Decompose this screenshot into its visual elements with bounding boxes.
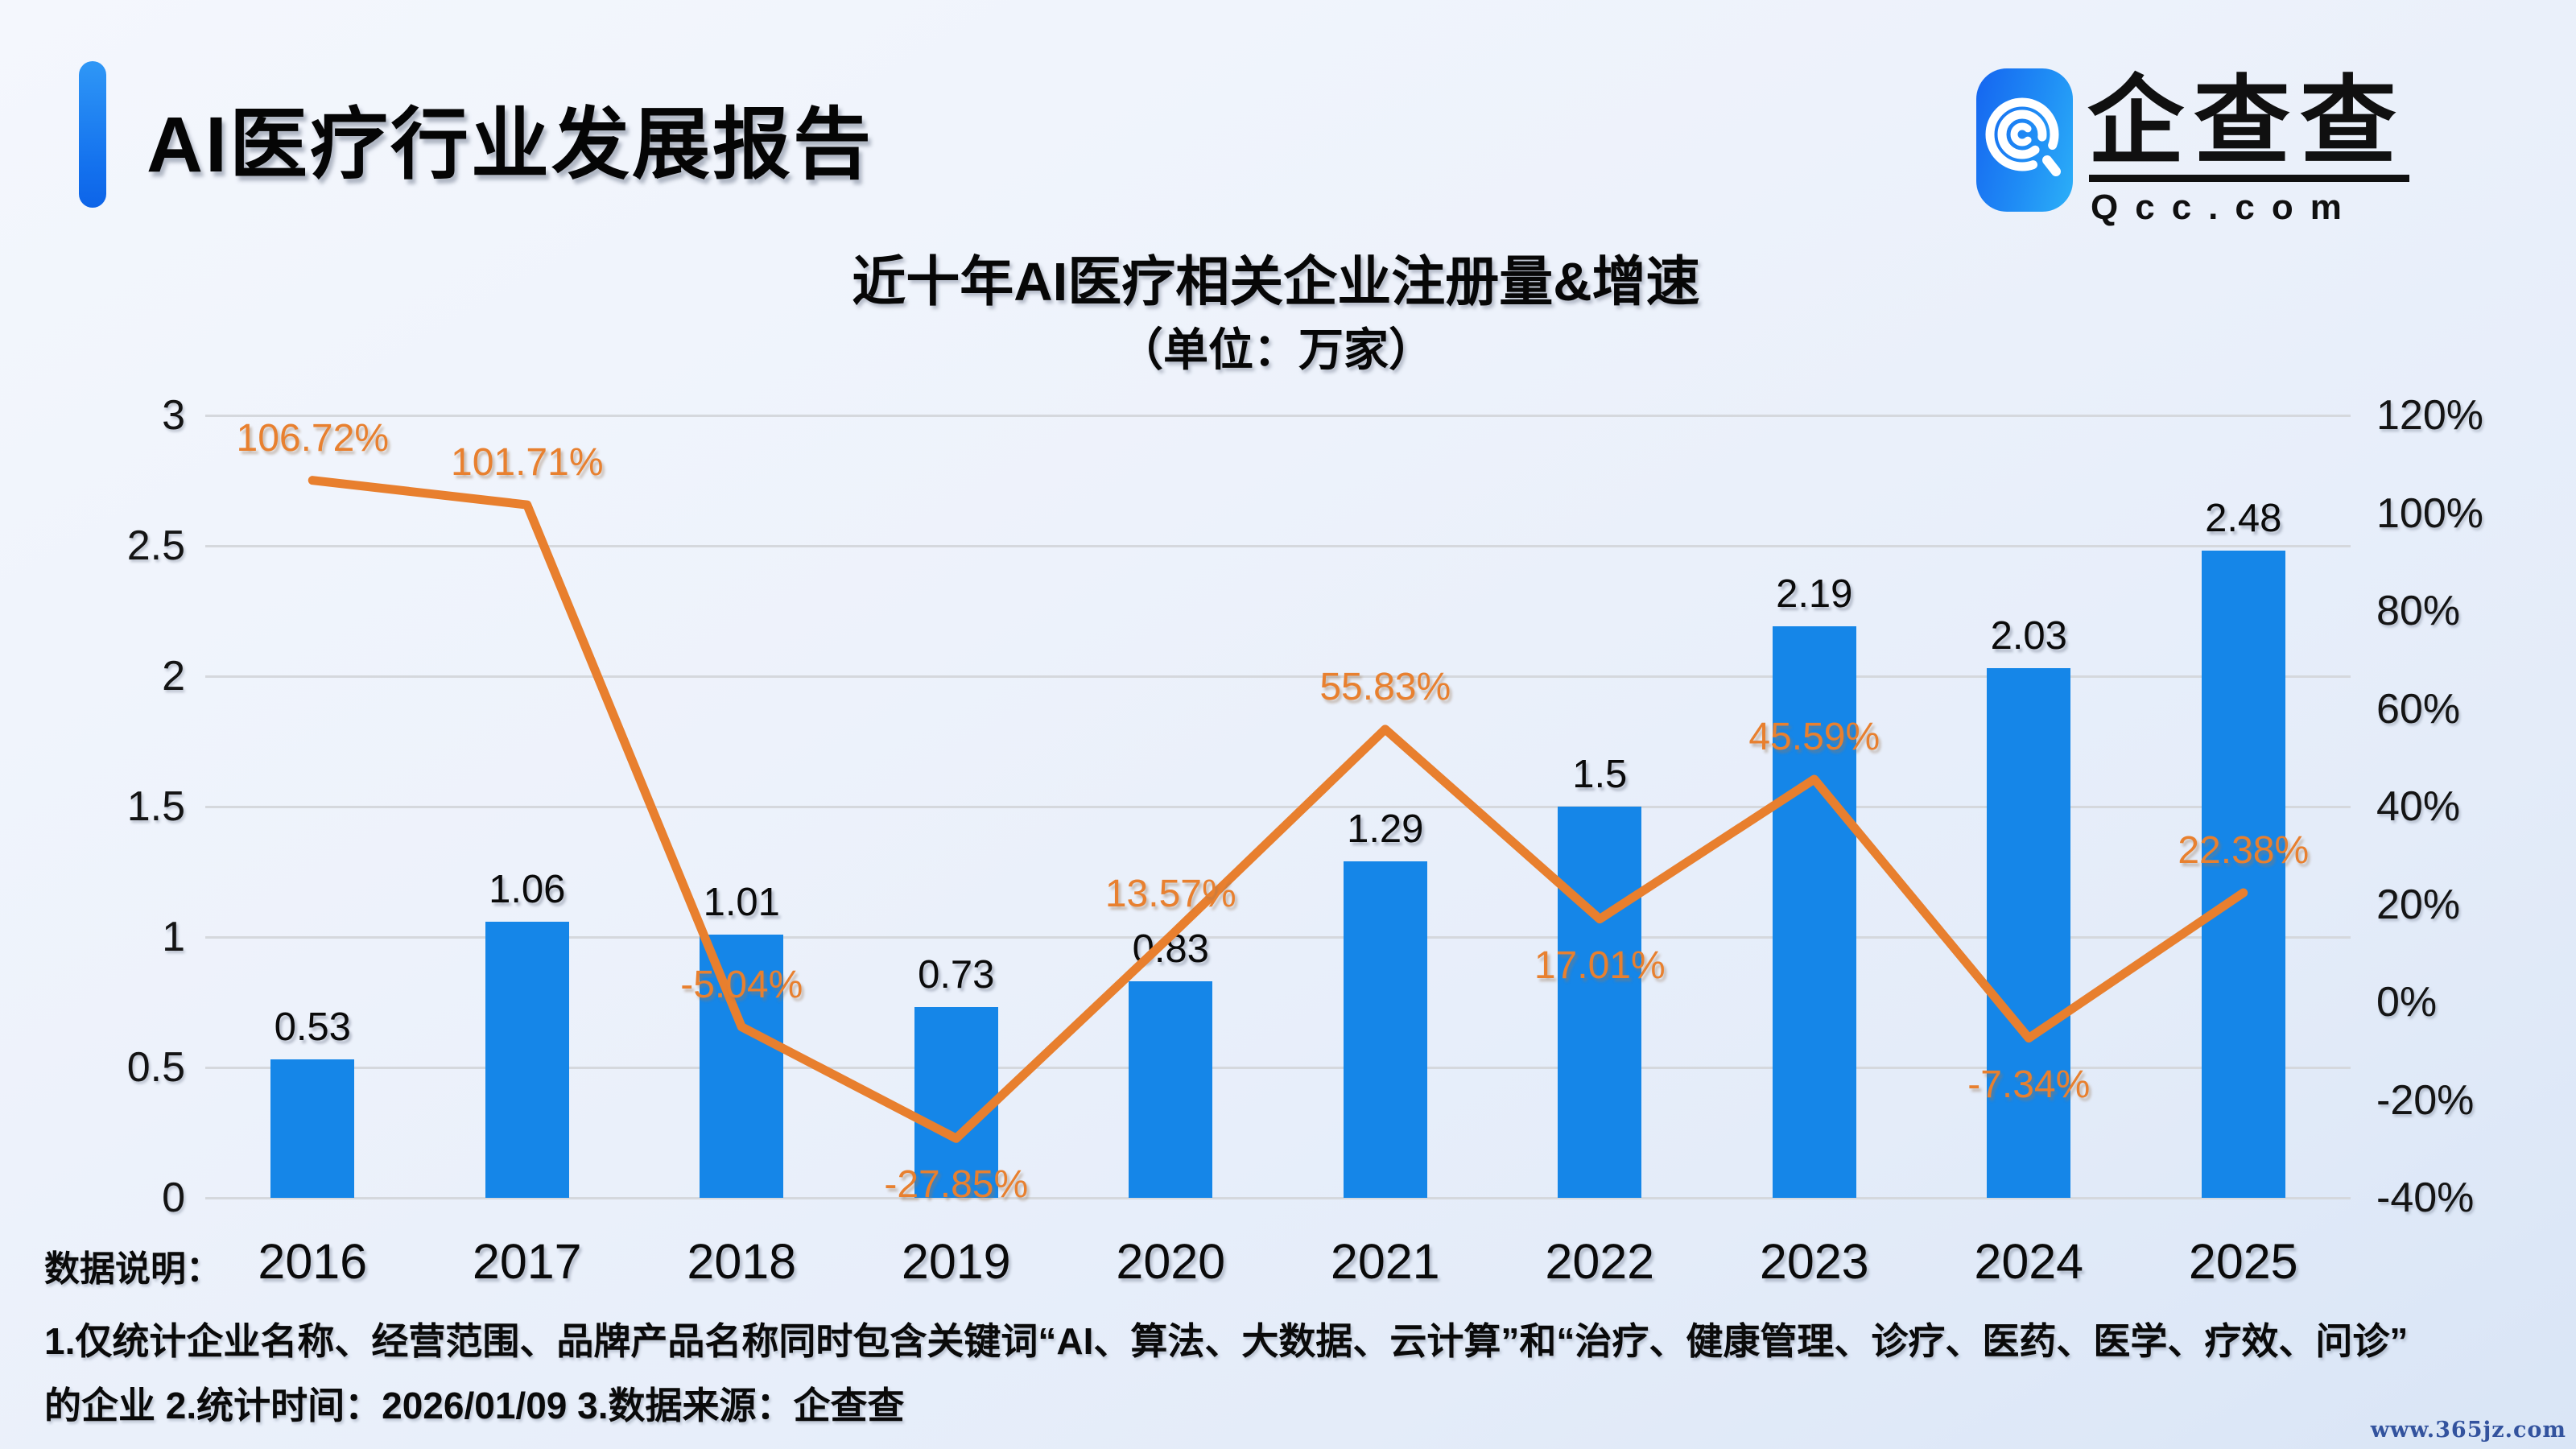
bar-2017	[485, 921, 569, 1198]
bar-2024	[1987, 668, 2071, 1198]
left-axis-tick: 0.5	[126, 1044, 185, 1091]
left-axis-tick: 3	[162, 392, 185, 439]
left-axis-tick: 1.5	[126, 783, 185, 830]
right-axis-tick: -20%	[2376, 1076, 2475, 1124]
bar-value-label: 2.03	[1990, 614, 2067, 658]
growth-label: 45.59%	[1748, 716, 1880, 759]
right-axis-tick: 20%	[2376, 881, 2461, 928]
bar-2018	[700, 934, 784, 1198]
growth-label: 13.57%	[1104, 872, 1236, 915]
x-axis-label-2023: 2023	[1759, 1234, 1869, 1289]
growth-label: -5.04%	[680, 963, 803, 1006]
gridline	[205, 544, 2351, 547]
x-axis-label-2020: 2020	[1116, 1234, 1226, 1289]
qcc-logo-domain: Qcc.com	[2091, 188, 2359, 227]
bar-value-label: 1.01	[703, 880, 780, 924]
qcc-logo-underline	[2089, 175, 2409, 182]
chart-subtitle: （单位：万家）	[1118, 324, 1434, 375]
qcc-logo: 企查查 Qcc.com	[1976, 68, 2427, 227]
right-axis-tick: 80%	[2376, 588, 2461, 634]
bar-2016	[270, 1059, 355, 1198]
x-axis-label-2025: 2025	[2188, 1234, 2298, 1289]
bar-value-label: 2.48	[2205, 497, 2282, 541]
chart-title: 近十年AI医疗相关企业注册量&增速	[852, 252, 1700, 312]
left-axis-tick: 0	[162, 1174, 185, 1221]
growth-label: 101.71%	[451, 441, 604, 485]
x-axis-label-2019: 2019	[901, 1234, 1011, 1289]
x-axis-label-2017: 2017	[472, 1234, 582, 1289]
growth-label: 17.01%	[1534, 943, 1666, 987]
footnote-label: 数据说明：	[44, 1249, 221, 1289]
growth-label: -7.34%	[1967, 1063, 2091, 1106]
qcc-logo-name: 企查查	[2087, 68, 2406, 175]
bar-value-label: 1.5	[1572, 753, 1628, 796]
bar-value-label: 2.19	[1776, 572, 1853, 617]
gridline	[205, 935, 2351, 939]
gridline	[205, 675, 2351, 678]
x-axis-label-2022: 2022	[1545, 1234, 1655, 1289]
right-axis-tick: 40%	[2376, 783, 2461, 830]
bar-value-label: 0.73	[918, 953, 995, 997]
footnote-line-2: 的企业 2.统计时间：2026/01/09 3.数据来源：企查查	[44, 1385, 905, 1426]
growth-label: -27.85%	[884, 1163, 1029, 1207]
footnote-line-1: 1.仅统计企业名称、经营范围、品牌产品名称同时包含关键词“AI、算法、大数据、云…	[44, 1320, 2409, 1362]
bar-2019	[914, 1007, 998, 1198]
gridline	[205, 1196, 2351, 1199]
right-axis-tick: 100%	[2376, 489, 2483, 537]
bar-2020	[1129, 981, 1213, 1198]
x-axis-label-2016: 2016	[258, 1234, 368, 1289]
left-axis-tick: 2.5	[126, 522, 185, 569]
growth-label: 55.83%	[1319, 665, 1451, 708]
x-axis-label-2024: 2024	[1974, 1234, 2084, 1289]
bar-2022	[1558, 807, 1642, 1198]
right-axis-tick: -40%	[2376, 1174, 2475, 1221]
right-axis-tick: 0%	[2376, 979, 2438, 1026]
left-axis-tick: 2	[162, 653, 185, 700]
bar-value-label: 1.06	[489, 867, 566, 911]
gridline	[205, 1066, 2351, 1069]
gridline	[205, 414, 2351, 417]
bar-value-label: 1.29	[1347, 807, 1424, 852]
right-axis-tick: 120%	[2376, 392, 2483, 439]
bar-2023	[1772, 626, 1856, 1198]
watermark: www.365jz.com	[2370, 1418, 2566, 1443]
x-axis-label-2021: 2021	[1330, 1234, 1440, 1289]
qcc-logo-icon	[1976, 68, 2073, 212]
title-accent-bar	[79, 61, 106, 208]
growth-label: 22.38%	[2178, 829, 2310, 873]
growth-label: 106.72%	[236, 416, 390, 460]
gridline	[205, 805, 2351, 808]
x-axis-label-2018: 2018	[687, 1234, 797, 1289]
bar-value-label: 0.53	[274, 1005, 351, 1050]
left-axis-tick: 1	[162, 914, 185, 960]
report-title: AI医疗行业发展报告	[147, 101, 873, 188]
right-axis-tick: 60%	[2376, 685, 2461, 733]
bar-2025	[2201, 551, 2285, 1198]
magnifier-q-icon	[1985, 97, 2061, 176]
bar-2021	[1343, 861, 1427, 1198]
